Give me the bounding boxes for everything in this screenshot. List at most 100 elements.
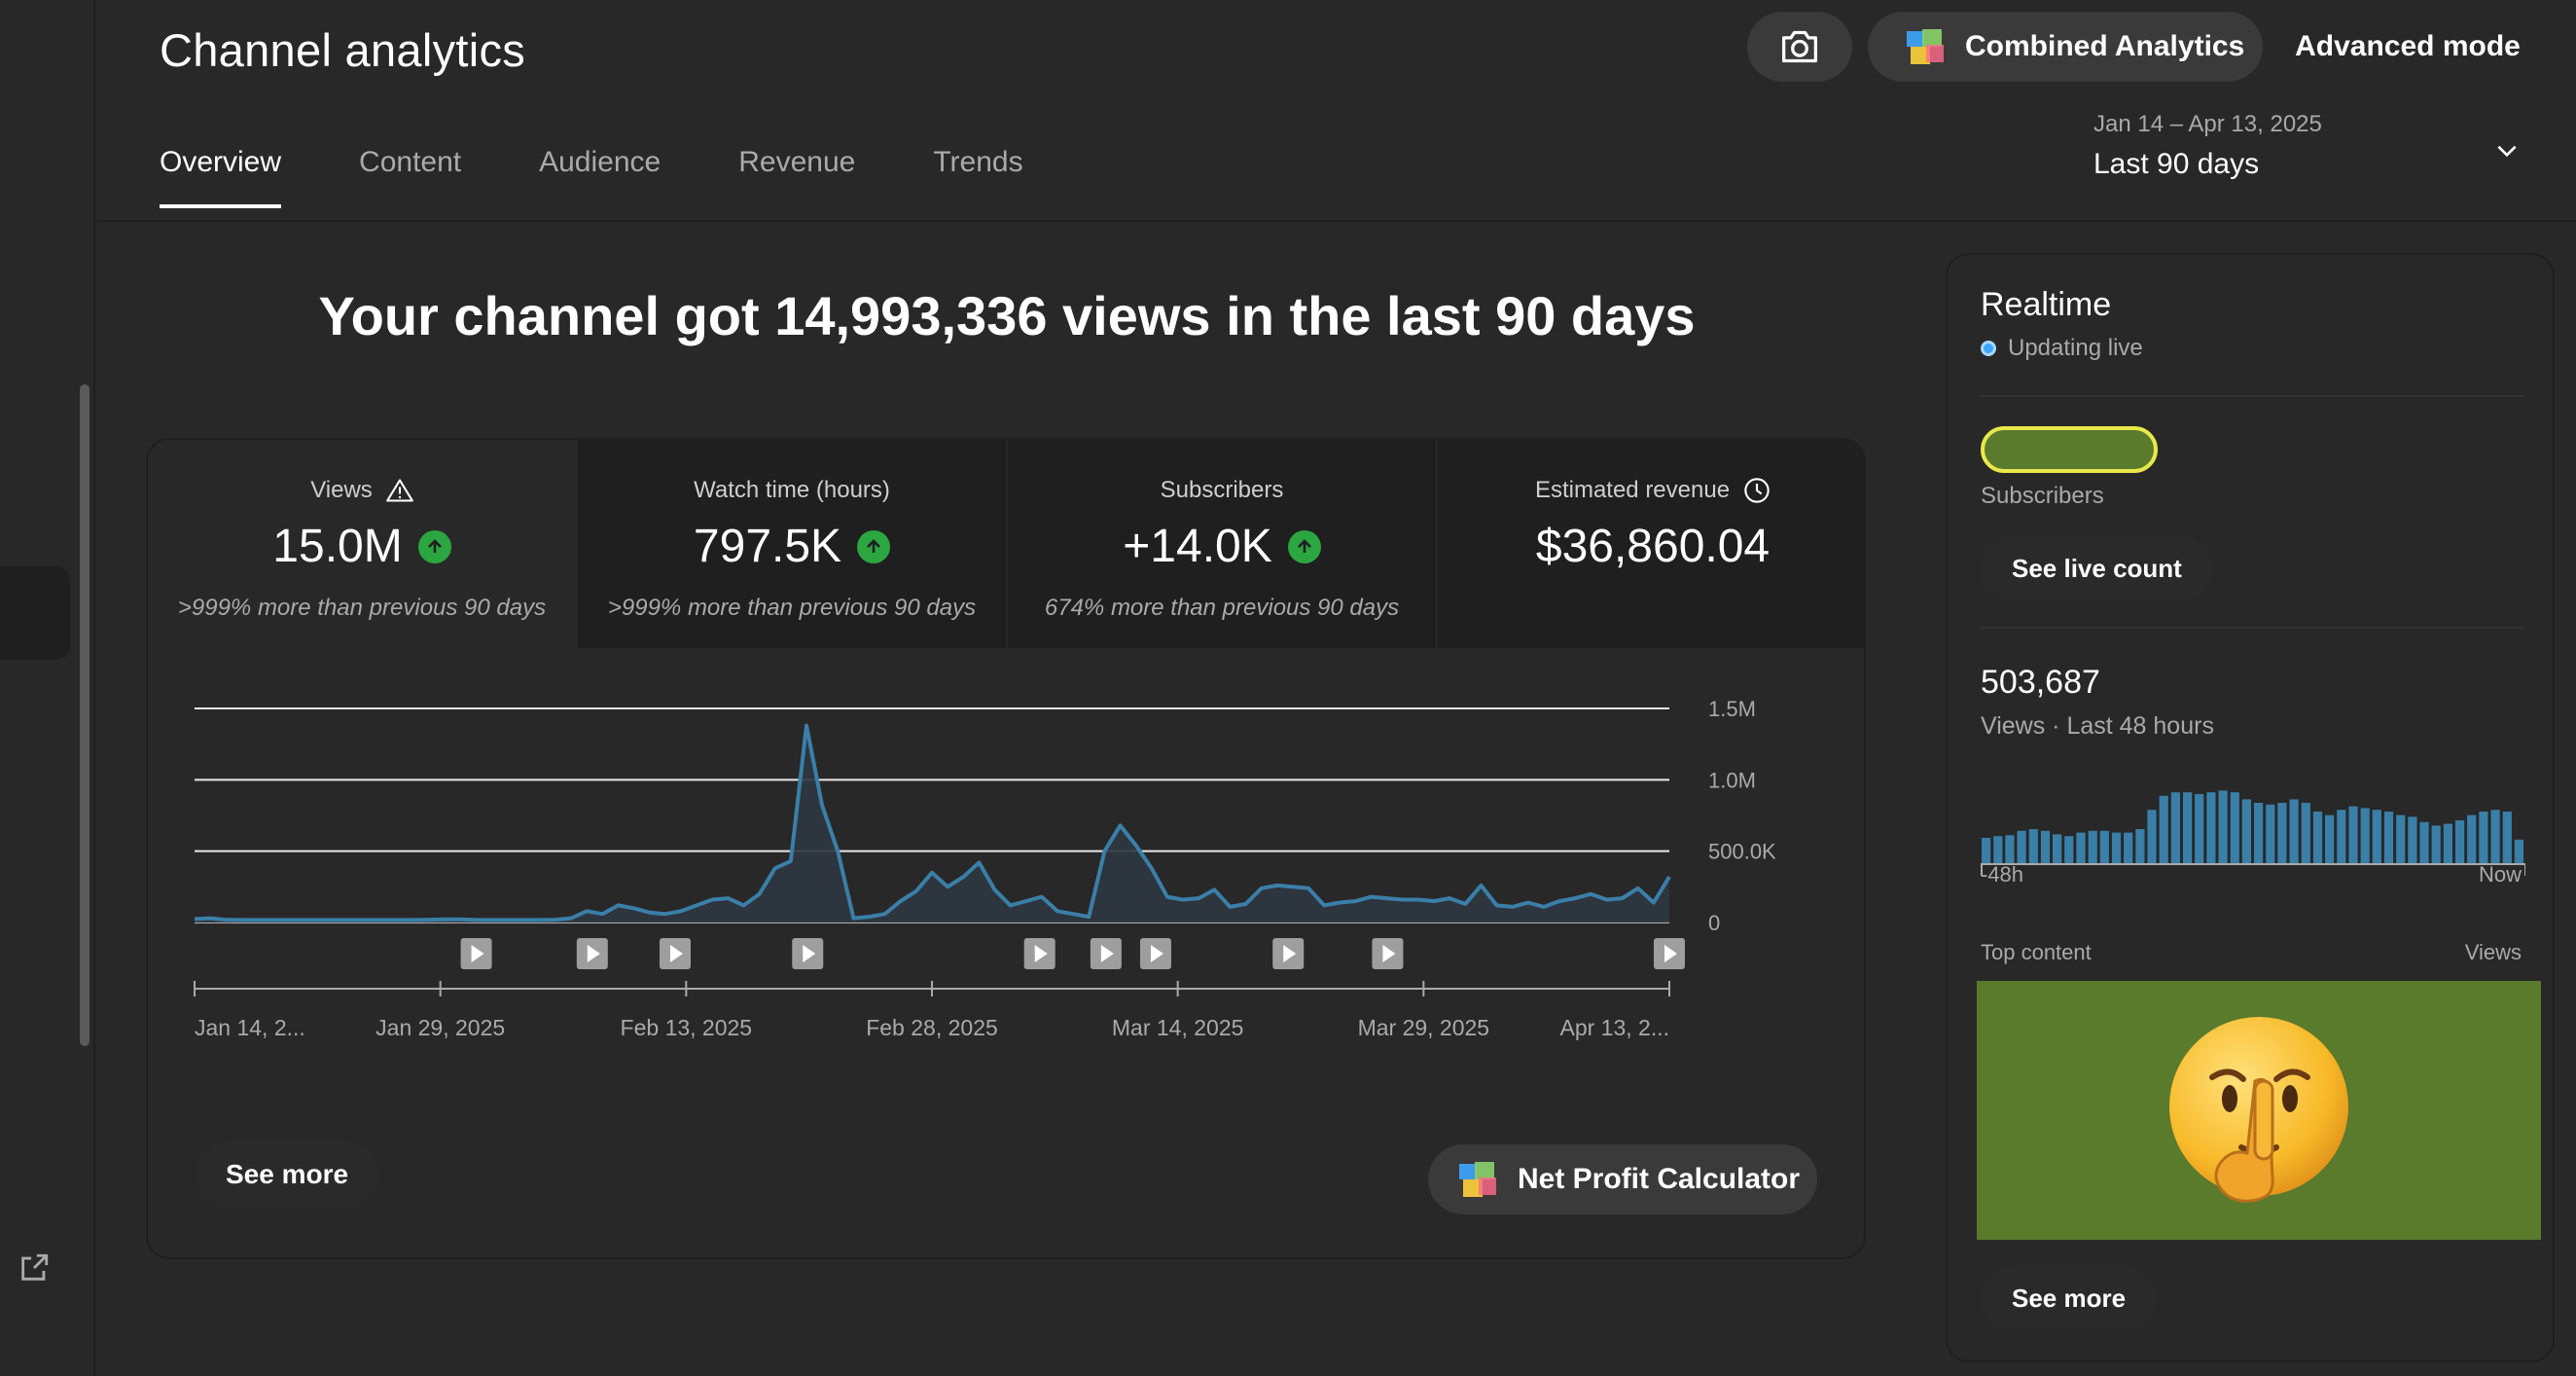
- metric-views-label-row: Views: [310, 475, 413, 506]
- date-range-selector[interactable]: Jan 14 – Apr 13, 2025 Last 90 days: [2093, 111, 2322, 181]
- realtime-bar: [2124, 832, 2133, 864]
- trend-up-icon: [857, 529, 891, 563]
- realtime-bar: [2195, 794, 2204, 864]
- combined-analytics-button[interactable]: Combined Analytics: [1868, 12, 2263, 82]
- play-icon: [471, 945, 484, 962]
- metric-comparison: 674% more than previous 90 days: [1044, 595, 1400, 621]
- realtime-bar: [2053, 834, 2062, 864]
- top-content-see-more-button[interactable]: See more: [1981, 1267, 2158, 1329]
- metric-value: +14.0K: [1123, 521, 1272, 572]
- metric-comparison: >999% more than previous 90 days: [607, 595, 977, 621]
- subscribers-label: Subscribers: [1981, 483, 2104, 509]
- realtime-bar-chart[interactable]: [1981, 771, 2525, 878]
- live-dot-icon: [1981, 341, 1996, 356]
- warning-icon[interactable]: [385, 478, 413, 503]
- net-profit-calculator-button[interactable]: Net Profit Calculator: [1428, 1144, 1817, 1214]
- realtime-bar: [2230, 792, 2239, 864]
- date-range-label: Last 90 days: [2093, 148, 2260, 180]
- x-tick-label: Feb 13, 2025: [621, 1015, 753, 1040]
- y-tick-label: 1.0M: [1708, 768, 1756, 792]
- tab-content[interactable]: Content: [359, 146, 462, 178]
- realtime-bar: [2455, 820, 2465, 864]
- external-link-icon[interactable]: [18, 1251, 51, 1285]
- tab-audience[interactable]: Audience: [539, 146, 662, 178]
- play-icon: [803, 945, 816, 962]
- metric-value-row: +14.0K: [1123, 520, 1321, 573]
- top-content-label: Top content: [1981, 940, 2092, 964]
- realtime-bar: [2206, 792, 2216, 864]
- realtime-views-label: Views · Last 48 hours: [1981, 712, 2214, 740]
- realtime-bar: [2360, 808, 2370, 864]
- overview-card: Views 15.0M >999% more than previous 90 …: [146, 438, 1866, 1259]
- x-tick-label: Mar 29, 2025: [1358, 1015, 1490, 1040]
- metric-views[interactable]: Views 15.0M >999% more than previous 90 …: [148, 440, 578, 648]
- shushing-face-icon: [2169, 1017, 2348, 1203]
- realtime-bar: [2348, 806, 2358, 864]
- realtime-bar: [2325, 815, 2335, 864]
- chevron-down-icon[interactable]: [2494, 138, 2520, 163]
- realtime-bar: [2170, 792, 2180, 864]
- tab-overview[interactable]: Overview: [160, 146, 282, 208]
- extension-logo-icon: [1459, 1162, 1496, 1197]
- realtime-bar: [2419, 821, 2429, 864]
- x-tick-label: Jan 14, 2...: [195, 1015, 305, 1040]
- advanced-mode-button[interactable]: Advanced mode: [2282, 12, 2533, 82]
- metric-revenue-label-row: Estimated revenue: [1535, 475, 1771, 506]
- realtime-bar: [2383, 812, 2394, 864]
- camera-icon: [1782, 30, 1818, 63]
- realtime-panel: Realtime Updating live Subscribers See l…: [1946, 253, 2555, 1362]
- tab-trends[interactable]: Trends: [933, 146, 1023, 178]
- play-icon: [1283, 945, 1297, 962]
- play-icon: [1150, 945, 1163, 962]
- play-icon: [669, 945, 683, 962]
- realtime-views-value: 503,687: [1981, 664, 2100, 701]
- y-tick-label: 0: [1708, 911, 1720, 935]
- sidebar-scrollbar[interactable]: [80, 384, 89, 1046]
- realtime-title: Realtime: [1981, 286, 2112, 323]
- metric-label: Watch time (hours): [694, 477, 890, 503]
- metric-revenue[interactable]: Estimated revenue $36,860.04: [1438, 440, 1864, 648]
- see-more-button[interactable]: See more: [197, 1141, 378, 1209]
- top-content-views-label: Views: [2464, 940, 2522, 964]
- x-tick-label: Apr 13, 2...: [1559, 1015, 1669, 1040]
- realtime-bar: [2135, 829, 2145, 864]
- play-icon: [1100, 945, 1114, 962]
- play-icon: [1382, 945, 1396, 962]
- metric-value-row: $36,860.04: [1536, 520, 1770, 573]
- metric-subscribers[interactable]: Subscribers +14.0K 674% more than previo…: [1008, 440, 1438, 648]
- realtime-bar: [2443, 823, 2452, 864]
- left-sidebar: [0, 0, 95, 1376]
- realtime-bar: [2028, 829, 2038, 864]
- realtime-axis-end: Now: [2478, 862, 2522, 887]
- tab-revenue[interactable]: Revenue: [738, 146, 856, 178]
- realtime-bar: [2017, 830, 2026, 864]
- metric-watch-time-label-row: Watch time (hours): [694, 475, 890, 506]
- realtime-bar: [2266, 804, 2275, 864]
- views-chart[interactable]: 1.5M 1.0M 500.0K 0 Jan 14, 2... Jan 29, 2025 F…: [148, 648, 1866, 1096]
- screenshot-button[interactable]: [1747, 12, 1852, 82]
- top-content-thumbnail[interactable]: [1977, 981, 2541, 1240]
- metric-value-row: 15.0M: [272, 520, 451, 573]
- y-tick-label: 1.5M: [1708, 697, 1756, 721]
- realtime-bar: [2277, 803, 2287, 864]
- metric-subscribers-label-row: Subscribers: [1161, 475, 1284, 506]
- metric-watch-time[interactable]: Watch time (hours) 797.5K >999% more tha…: [578, 440, 1008, 648]
- trend-up-icon: [1287, 529, 1321, 563]
- play-icon: [587, 945, 600, 962]
- realtime-bar: [2111, 832, 2122, 864]
- realtime-bar: [1993, 836, 2003, 864]
- sidebar-selected-item[interactable]: [0, 566, 70, 660]
- metric-comparison: >999% more than previous 90 days: [177, 595, 547, 621]
- date-range-dates: Jan 14 – Apr 13, 2025: [2093, 111, 2322, 137]
- realtime-bar: [2076, 832, 2086, 864]
- realtime-bar: [2064, 836, 2074, 864]
- realtime-bar: [2514, 839, 2523, 864]
- divider: [1981, 627, 2523, 629]
- divider: [1981, 395, 2523, 397]
- realtime-bar: [2490, 810, 2500, 864]
- x-tick-label: Jan 29, 2025: [376, 1015, 505, 1040]
- realtime-bar: [2254, 803, 2264, 864]
- play-icon: [1034, 945, 1048, 962]
- see-live-count-button[interactable]: See live count: [1981, 537, 2213, 599]
- clock-icon[interactable]: [1743, 477, 1771, 504]
